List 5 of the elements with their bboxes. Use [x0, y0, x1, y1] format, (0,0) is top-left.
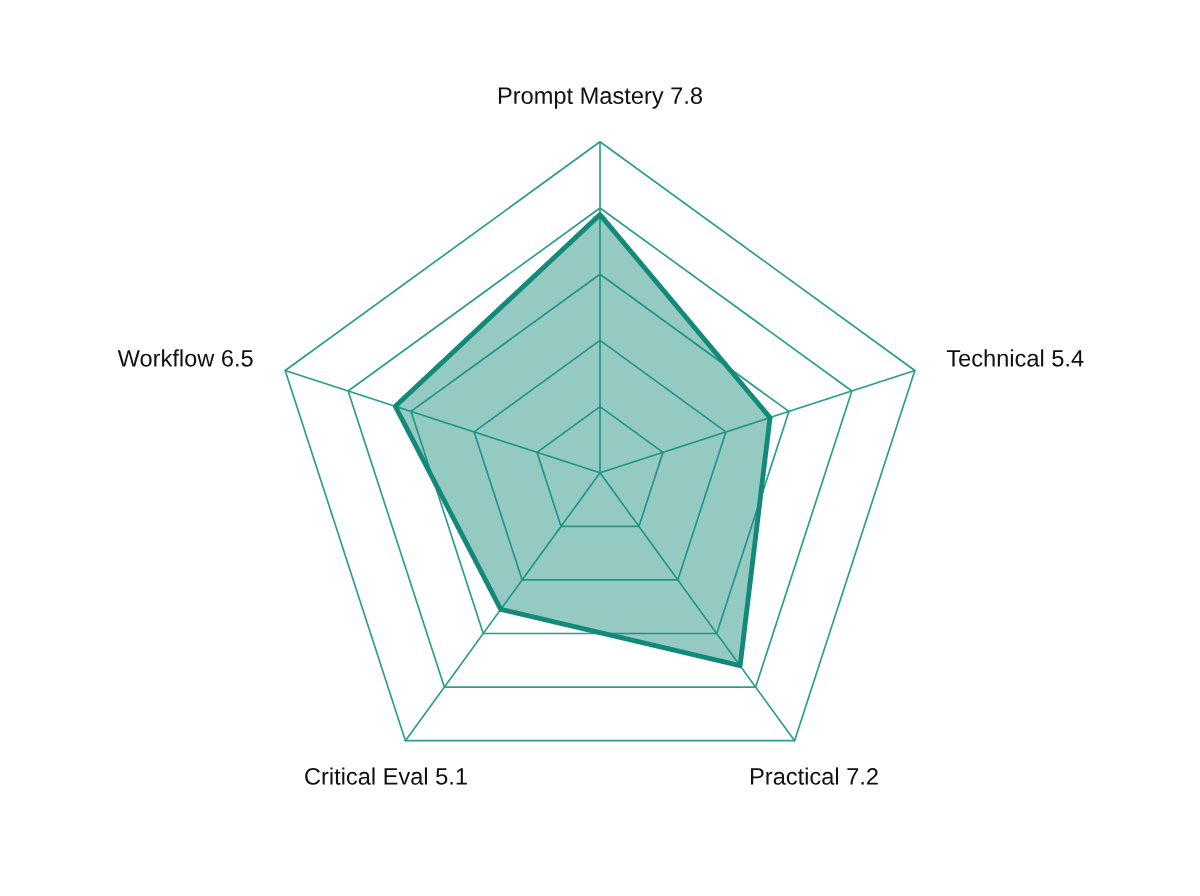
spoke-label: Technical 5.4 [946, 349, 1084, 367]
spoke-label: Critical Eval 5.1 [305, 767, 467, 785]
spoke-label: Practical 7.2 [751, 767, 878, 785]
spoke-label: Workflow 6.5 [117, 349, 253, 367]
spoke-label: Prompt Mastery 7.8 [498, 87, 702, 109]
